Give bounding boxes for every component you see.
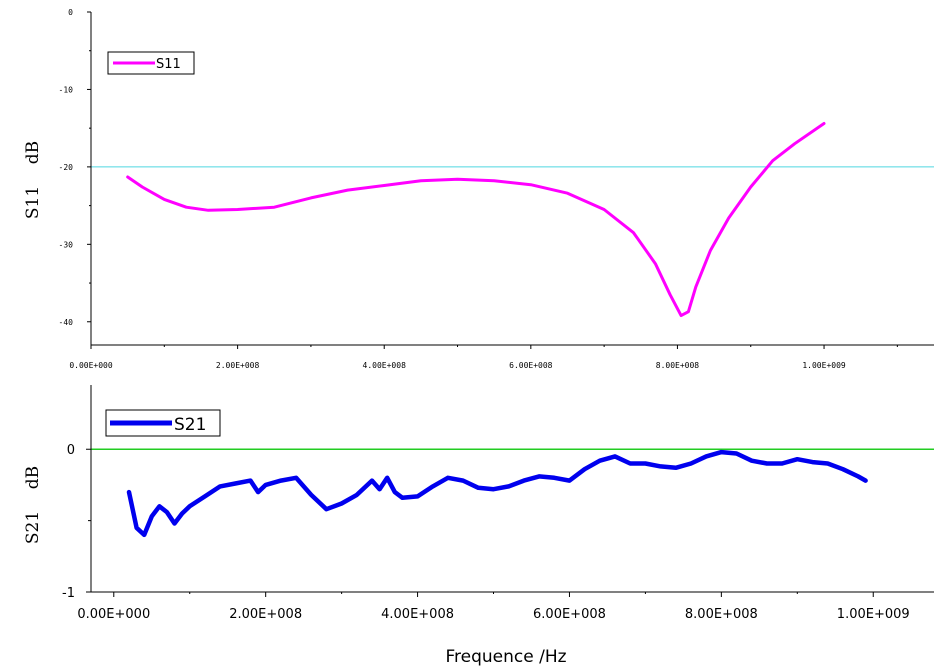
s11-legend: S11 bbox=[107, 51, 195, 75]
s21-x-ticks: 0.00E+000 2.00E+008 4.00E+008 6.00E+008 8.00… bbox=[77, 592, 910, 622]
s11-y-tick-label: 0 bbox=[68, 8, 73, 17]
s11-x-tick-label: 4.00E+008 bbox=[363, 361, 407, 370]
s21-x-axis-title: Frequence /Hz bbox=[445, 647, 566, 667]
s21-legend: S21 bbox=[105, 409, 221, 437]
s21-y-ticks: 0 -1 bbox=[62, 443, 91, 601]
s21-series-line bbox=[126, 449, 868, 538]
s11-y-tick-label: -40 bbox=[59, 318, 74, 327]
s21-y-tick-label: 0 bbox=[67, 443, 75, 458]
s11-y-axis-title: S11 dB bbox=[23, 141, 43, 219]
s21-x-tick-label: 6.00E+008 bbox=[533, 607, 606, 622]
s11-x-tick-label: 2.00E+008 bbox=[216, 361, 260, 370]
s11-series-group bbox=[126, 122, 826, 318]
s21-x-tick-label: 1.00E+009 bbox=[837, 607, 910, 622]
s21-y-axis-title: S21 dB bbox=[23, 466, 43, 544]
s11-y-tick-label: -10 bbox=[59, 85, 74, 94]
s11-x-tick-label: 8.00E+008 bbox=[656, 361, 700, 370]
s21-x-tick-label: 2.00E+008 bbox=[229, 607, 302, 622]
s11-panel: 0 -10 -20 -30 -40 0.00E+000 2.00E+008 4.00E+00… bbox=[23, 8, 934, 370]
s11-y-tick-label: -30 bbox=[59, 240, 74, 249]
s11-x-tick-label: 6.00E+008 bbox=[509, 361, 553, 370]
s21-series-group bbox=[126, 449, 868, 538]
s11-y-ticks: 0 -10 -20 -30 -40 bbox=[59, 8, 91, 327]
s11-series-line bbox=[126, 122, 826, 318]
s21-x-tick-label: 0.00E+000 bbox=[77, 607, 150, 622]
s11-x-tick-label: 0.00E+000 bbox=[69, 361, 113, 370]
s11-y-tick-label: -20 bbox=[59, 163, 74, 172]
s21-panel: 0 -1 0.00E+000 2.00E+008 4.00E+008 6.00E+008… bbox=[23, 385, 934, 667]
s11-legend-label: S11 bbox=[156, 57, 181, 72]
s11-x-ticks: 0.00E+000 2.00E+008 4.00E+008 6.00E+008 8.00… bbox=[69, 345, 898, 370]
s21-y-tick-label: -1 bbox=[62, 586, 75, 601]
s21-x-tick-label: 8.00E+008 bbox=[685, 607, 758, 622]
s11-x-tick-label: 1.00E+009 bbox=[802, 361, 846, 370]
s21-x-tick-label: 4.00E+008 bbox=[381, 607, 454, 622]
s21-legend-label: S21 bbox=[174, 415, 206, 435]
